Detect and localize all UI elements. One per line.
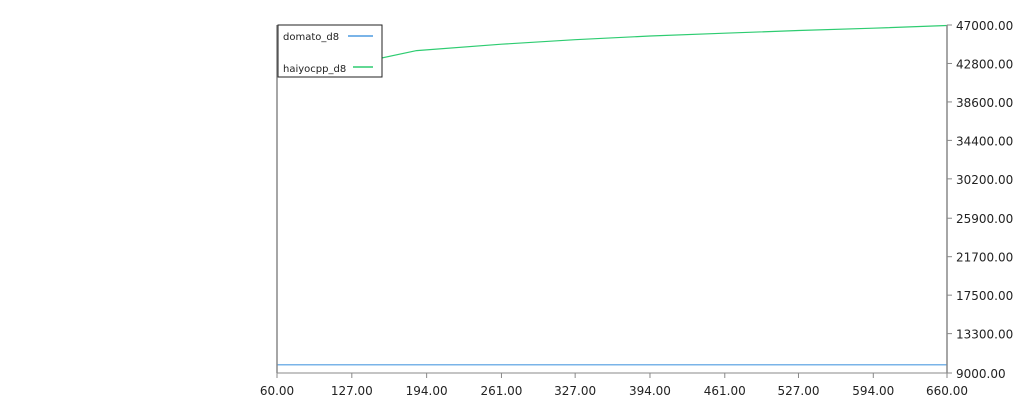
x-tick-label: 594.00	[852, 384, 894, 398]
y-tick-label: 42800.00	[956, 57, 1013, 71]
y-tick-label: 9000.00	[956, 367, 1006, 381]
y-tick-label: 17500.00	[956, 289, 1013, 303]
x-tick-label: 461.00	[704, 384, 746, 398]
y-tick-label: 38600.00	[956, 96, 1013, 110]
y-tick-label: 34400.00	[956, 134, 1013, 148]
x-tick-label: 660.00	[926, 384, 968, 398]
legend-label-domato: domato_d8	[283, 32, 339, 43]
legend-box	[277, 24, 383, 78]
axes-layer: 60.00 127.00 194.00 261.00 327.00 394.00 461.0…	[260, 19, 1013, 398]
series-layer	[277, 24, 948, 366]
y-tick-label: 30200.00	[956, 173, 1013, 187]
x-tick-label: 194.00	[406, 384, 448, 398]
x-tick-label: 127.00	[331, 384, 373, 398]
y-tick-label: 25900.00	[956, 212, 1013, 226]
x-tick-label: 261.00	[480, 384, 522, 398]
x-tick-label: 327.00	[554, 384, 596, 398]
x-tick-label: 60.00	[260, 384, 294, 398]
legend-label-haiyocpp: haiyocpp_d8	[283, 64, 346, 75]
y-tick-label: 47000.00	[956, 19, 1013, 33]
legend: domato_d8 haiyocpp_d8	[277, 24, 383, 78]
series-line-haiyocpp-d8	[377, 24, 948, 60]
y-tick-label: 21700.00	[956, 251, 1013, 265]
x-tick-label: 394.00	[629, 384, 671, 398]
y-tick-label: 13300.00	[956, 328, 1013, 342]
x-tick-label: 527.00	[777, 384, 819, 398]
